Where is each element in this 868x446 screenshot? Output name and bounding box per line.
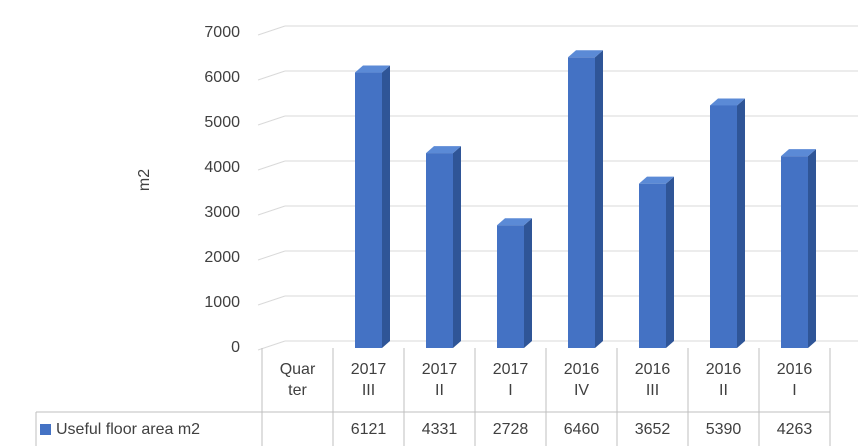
cell-text: 2728 [492, 420, 529, 438]
category-cell: Quarter [262, 348, 333, 412]
category-cell: 2016 III [617, 348, 688, 412]
y-tick-label: 2000 [204, 249, 240, 266]
legend-label: Useful floor area m2 [56, 420, 201, 438]
bar [497, 225, 524, 348]
y-tick-label: 1000 [204, 294, 240, 311]
cell-text: 2017 III [350, 361, 387, 399]
grid-line [257, 250, 286, 261]
legend-cell: Useful floor area m2 [40, 412, 262, 446]
bar [568, 57, 595, 349]
bar-top [426, 146, 461, 154]
cell-text: 2016 III [634, 361, 671, 399]
y-tick-label: 0 [231, 339, 240, 356]
bar-top [639, 176, 674, 184]
bar-side [666, 176, 674, 348]
cell-text: Quarter [279, 361, 316, 399]
grid-line [257, 295, 286, 306]
cell-text: 2016 IV [563, 361, 600, 399]
cell-text: 2016 II [705, 361, 742, 399]
y-tick-label: 6000 [204, 69, 240, 86]
cell-text: 2016 I [776, 361, 813, 399]
bar [355, 72, 382, 349]
bar-top [497, 218, 532, 226]
bar [639, 183, 666, 348]
bar-side [382, 65, 390, 349]
value-cell: 3652 [617, 412, 688, 446]
legend-swatch [40, 423, 51, 435]
bar-side [524, 218, 532, 348]
category-cell: 2016 I [759, 348, 830, 412]
bar-side [808, 149, 816, 348]
category-cell: 2017 I [475, 348, 546, 412]
cell-text: 2017 I [492, 361, 529, 399]
bar-top [568, 50, 603, 58]
y-tick-label: 3000 [204, 204, 240, 221]
bar-side [595, 50, 603, 349]
bar [710, 105, 737, 348]
cell-text: 4263 [776, 420, 813, 438]
bar [426, 153, 453, 348]
value-cell: 4331 [404, 412, 475, 446]
cell-text: 4331 [421, 420, 458, 438]
category-cell: 2017 II [404, 348, 475, 412]
y-axis-title: m2 [136, 169, 153, 191]
bar-side [453, 146, 461, 348]
category-cell: 2017 III [333, 348, 404, 412]
y-tick-label: 7000 [204, 24, 240, 41]
cell-text: 5390 [705, 420, 742, 438]
value-cell: 4263 [759, 412, 830, 446]
grid-line [257, 70, 286, 81]
grid-line [257, 25, 286, 36]
cell-text: 2017 II [421, 361, 458, 399]
bar-top [781, 149, 816, 157]
grid-line [257, 115, 286, 126]
bar-top [710, 98, 745, 106]
y-tick-label: 5000 [204, 114, 240, 131]
bar [781, 156, 808, 348]
grid-line [257, 160, 286, 171]
category-cell: 2016 IV [546, 348, 617, 412]
category-cell: 2016 II [688, 348, 759, 412]
bar-top [355, 65, 390, 73]
grid-line [257, 205, 286, 216]
cell-text: 3652 [634, 420, 671, 438]
bar-side [737, 98, 745, 348]
cell-text: 6460 [563, 420, 600, 438]
value-cell: 5390 [688, 412, 759, 446]
value-cell: 6460 [546, 412, 617, 446]
cell-text: 6121 [350, 420, 387, 438]
value-cell: 2728 [475, 412, 546, 446]
y-tick-label: 4000 [204, 159, 240, 176]
value-cell: 6121 [333, 412, 404, 446]
